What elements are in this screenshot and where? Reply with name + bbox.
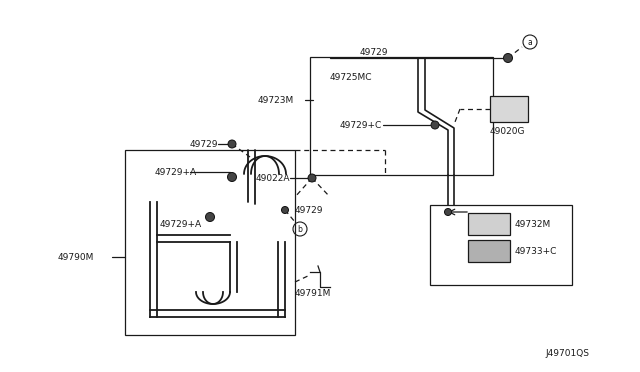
Text: 49020G: 49020G <box>490 126 525 135</box>
Circle shape <box>431 121 439 129</box>
Text: 49729+C: 49729+C <box>340 121 382 129</box>
Circle shape <box>228 140 236 148</box>
Text: 49729+A: 49729+A <box>160 219 202 228</box>
Text: 49022A: 49022A <box>256 173 291 183</box>
Text: 49729: 49729 <box>360 48 388 57</box>
Text: a: a <box>527 38 532 46</box>
Bar <box>468 240 510 262</box>
Text: b: b <box>298 224 303 234</box>
Bar <box>490 96 528 122</box>
Circle shape <box>445 208 451 215</box>
Text: 49729: 49729 <box>295 205 323 215</box>
Text: 49790M: 49790M <box>58 253 94 262</box>
Text: 49725MC: 49725MC <box>330 73 372 81</box>
Circle shape <box>227 173 237 182</box>
Text: 49791M: 49791M <box>295 289 332 298</box>
Bar <box>310 57 493 175</box>
Circle shape <box>282 206 289 214</box>
Bar <box>430 205 572 285</box>
Text: 49723M: 49723M <box>258 96 294 105</box>
Text: J49701QS: J49701QS <box>545 350 589 359</box>
Circle shape <box>205 212 214 221</box>
Circle shape <box>504 54 513 62</box>
Text: 49733+C: 49733+C <box>515 247 557 256</box>
Bar <box>468 213 510 235</box>
Text: 49729: 49729 <box>190 140 218 148</box>
Text: 49729+A: 49729+A <box>155 167 197 176</box>
Circle shape <box>308 174 316 182</box>
Text: 49732M: 49732M <box>515 219 551 228</box>
Bar <box>125 150 295 335</box>
